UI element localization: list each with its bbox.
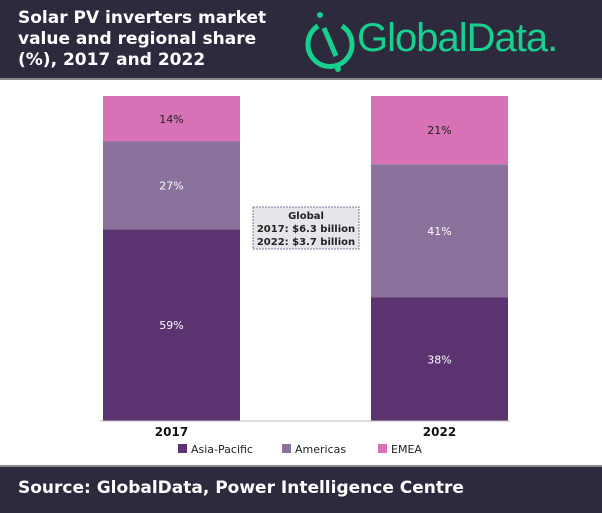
bar-segment (371, 96, 508, 165)
legend-swatch (378, 444, 387, 453)
legend-label: Asia-Pacific (191, 443, 253, 456)
bar-segment (371, 164, 508, 298)
annotation-line: 2017: $6.3 billion (257, 224, 355, 235)
globaldata-logo-icon (305, 12, 355, 72)
source-text: Source: GlobalData, Power Intelligence C… (18, 478, 464, 498)
bar-segment (371, 297, 508, 421)
data-label: 41% (427, 225, 451, 238)
x-tick-label: 2022 (423, 425, 456, 439)
x-tick-label: 2017 (155, 425, 188, 439)
global-annotation-box (252, 206, 360, 250)
data-label: 14% (159, 113, 183, 126)
data-label: 27% (159, 179, 183, 192)
bar-segment (103, 229, 240, 421)
logo-text: GlobalData. (357, 16, 558, 60)
chart-title: Solar PV inverters market value and regi… (18, 8, 267, 70)
annotation-line: 2022: $3.7 billion (257, 237, 355, 248)
legend-swatch (178, 444, 187, 453)
bar-segment (103, 141, 240, 230)
data-label: 59% (159, 319, 183, 332)
stacked-bar-chart: 59% 27% 14% 2017 38% 41% 21% 2022 Global 2017: $6… (100, 96, 510, 456)
data-label: 38% (427, 353, 451, 366)
legend-label: Americas (295, 443, 346, 456)
header: Solar PV inverters market value and regi… (0, 0, 602, 80)
footer: Source: GlobalData, Power Intelligence C… (0, 465, 602, 513)
data-label: 21% (427, 124, 451, 137)
annotation-line: Global (288, 211, 324, 222)
bar-segment (103, 96, 240, 142)
legend-label: EMEA (391, 443, 422, 456)
legend-swatch (282, 444, 291, 453)
